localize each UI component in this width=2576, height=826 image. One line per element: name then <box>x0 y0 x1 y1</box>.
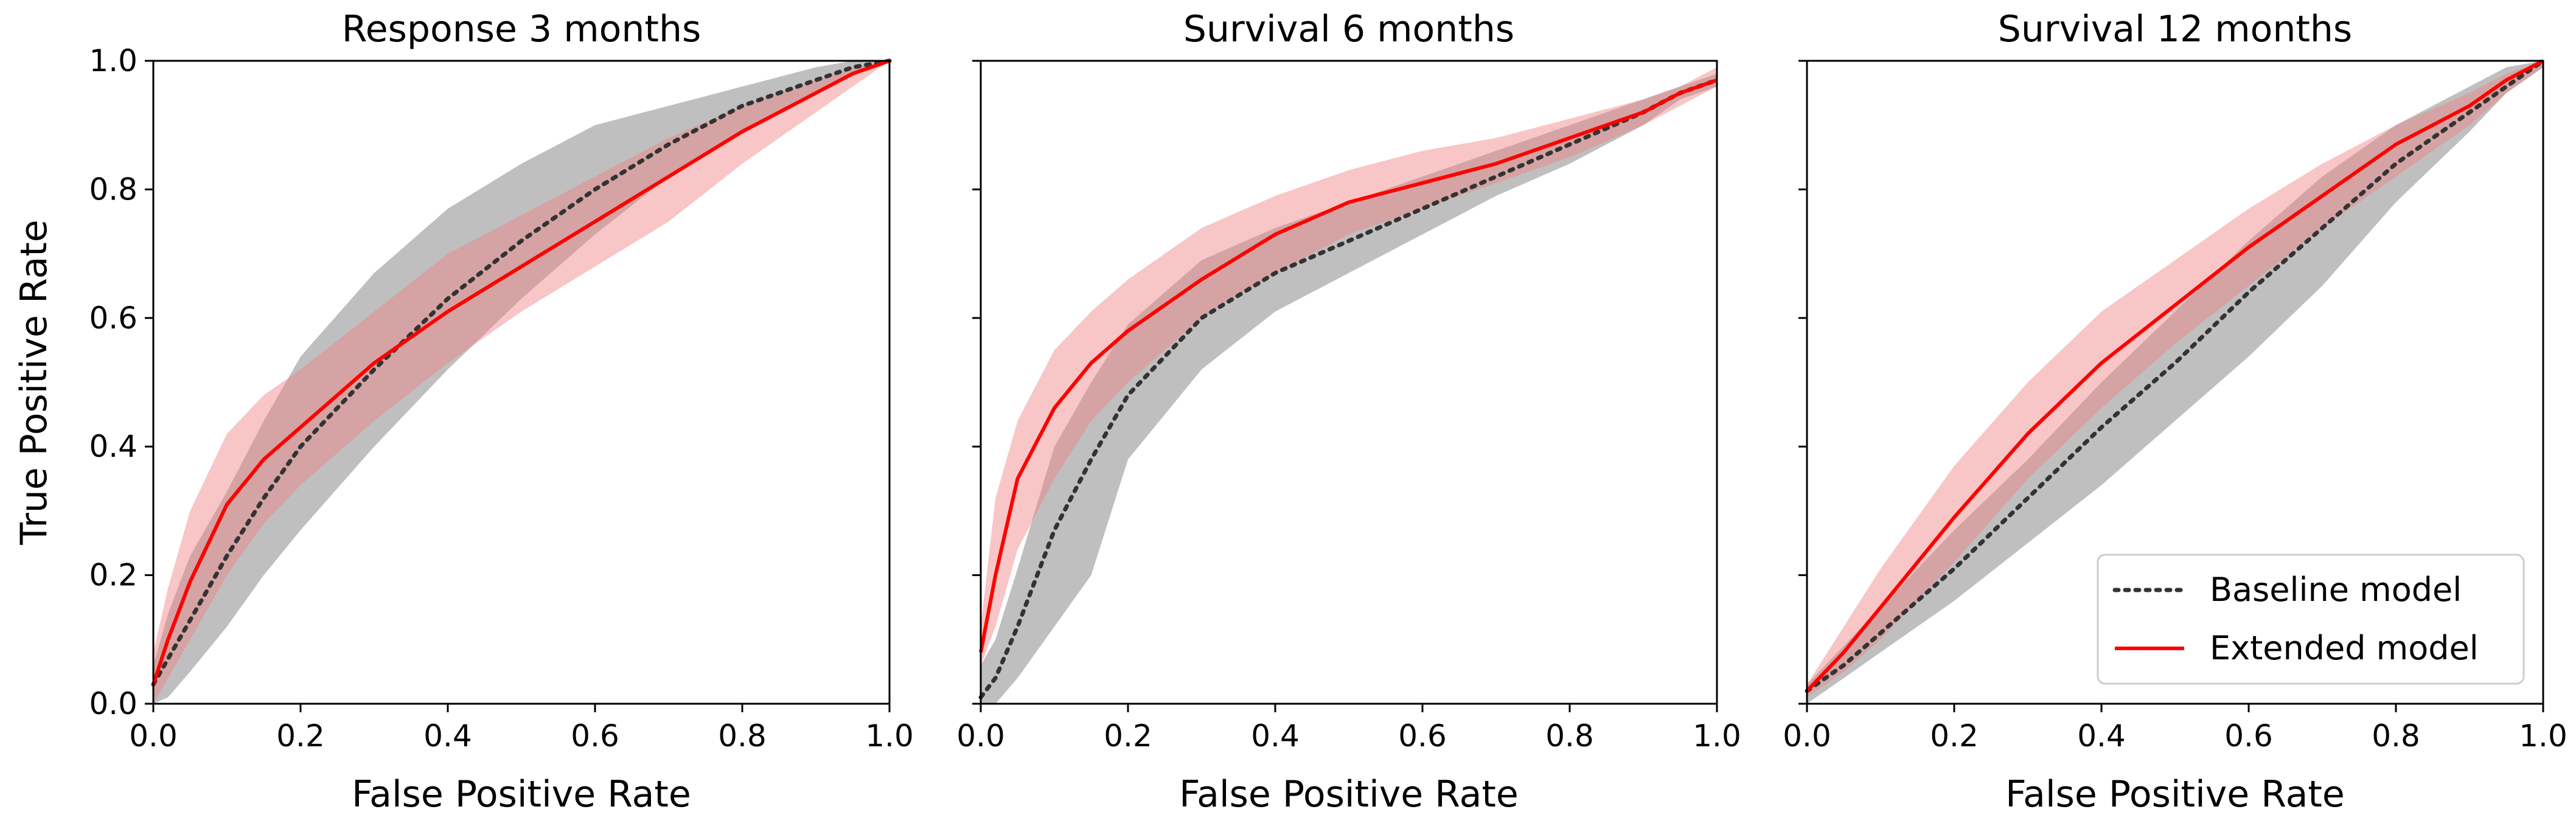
x-tick-label: 0.8 <box>718 718 767 754</box>
roc-line-extended <box>151 59 890 685</box>
y-tick-label: 0.2 <box>89 558 138 593</box>
axes-frame <box>980 60 1718 705</box>
x-tick-label: 0.8 <box>2372 718 2420 754</box>
x-tick-label: 0.4 <box>2077 718 2126 754</box>
axes-frame <box>1806 60 2544 705</box>
panel-title: Response 3 months <box>342 8 701 50</box>
legend-label: Baseline model <box>2210 571 2462 609</box>
y-tick-label: 0.8 <box>89 172 138 207</box>
x-tick-label: 1.0 <box>1693 718 1741 754</box>
x-tick-label: 0.6 <box>2224 718 2273 754</box>
x-tick-label: 1.0 <box>865 718 914 754</box>
confidence-band-extended <box>981 67 1717 665</box>
x-tick-label: 0.2 <box>1104 718 1152 754</box>
confidence-band-baseline <box>1807 61 2543 704</box>
roc-line-extended <box>1805 59 2544 692</box>
x-tick-label: 0.6 <box>571 718 619 754</box>
roc-line-baseline <box>978 78 1719 699</box>
x-axis-label: False Positive Rate <box>1179 773 1519 816</box>
legend: Baseline model Extended model <box>2097 554 2525 685</box>
x-tick-label: 1.0 <box>2519 718 2567 754</box>
roc-line-baseline <box>1805 58 2546 693</box>
confidence-band-baseline <box>153 61 889 704</box>
x-tick-label: 0.2 <box>276 718 325 754</box>
y-tick-label: 1.0 <box>89 43 138 78</box>
axes-frame <box>152 60 891 705</box>
x-tick-label: 0.0 <box>1783 718 1831 754</box>
confidence-band-extended <box>153 61 889 704</box>
roc-line-extended <box>979 78 1718 653</box>
y-tick-label: 0.6 <box>89 300 138 336</box>
x-tick-label: 0.8 <box>1545 718 1594 754</box>
roc-panel-3: 0.0 0.2 0.4 0.6 0.8 1.0 Survival 12 months Fals… <box>1783 8 2567 816</box>
y-tick-label: 0.4 <box>89 429 138 464</box>
roc-line-baseline <box>151 58 892 687</box>
legend-label: Extended model <box>2210 629 2479 667</box>
x-tick-label: 0.0 <box>129 718 178 754</box>
x-tick-label: 0.4 <box>423 718 472 754</box>
panel-title: Survival 6 months <box>1183 8 1514 50</box>
panel-title: Survival 12 months <box>1998 8 2352 50</box>
x-tick-label: 0.6 <box>1398 718 1447 754</box>
legend-box <box>2097 554 2525 685</box>
x-tick-label: 0.2 <box>1930 718 1979 754</box>
x-tick-label: 0.4 <box>1251 718 1300 754</box>
x-axis-label: False Positive Rate <box>352 773 691 816</box>
y-tick-label: 0.0 <box>89 686 138 721</box>
roc-panel-2: 0.0 0.2 0.4 0.6 0.8 1.0 Survival 6 months False… <box>956 8 1741 816</box>
x-axis-label: False Positive Rate <box>2005 773 2345 816</box>
confidence-band-baseline <box>981 74 1717 704</box>
x-tick-label: 0.0 <box>956 718 1005 754</box>
y-axis-label: True Positive Rate <box>13 220 55 545</box>
roc-panel-1: 0.0 0.2 0.4 0.6 0.8 1.0 0.0 0.2 0.4 0.6 0.8 1.0 Resp… <box>13 8 914 816</box>
